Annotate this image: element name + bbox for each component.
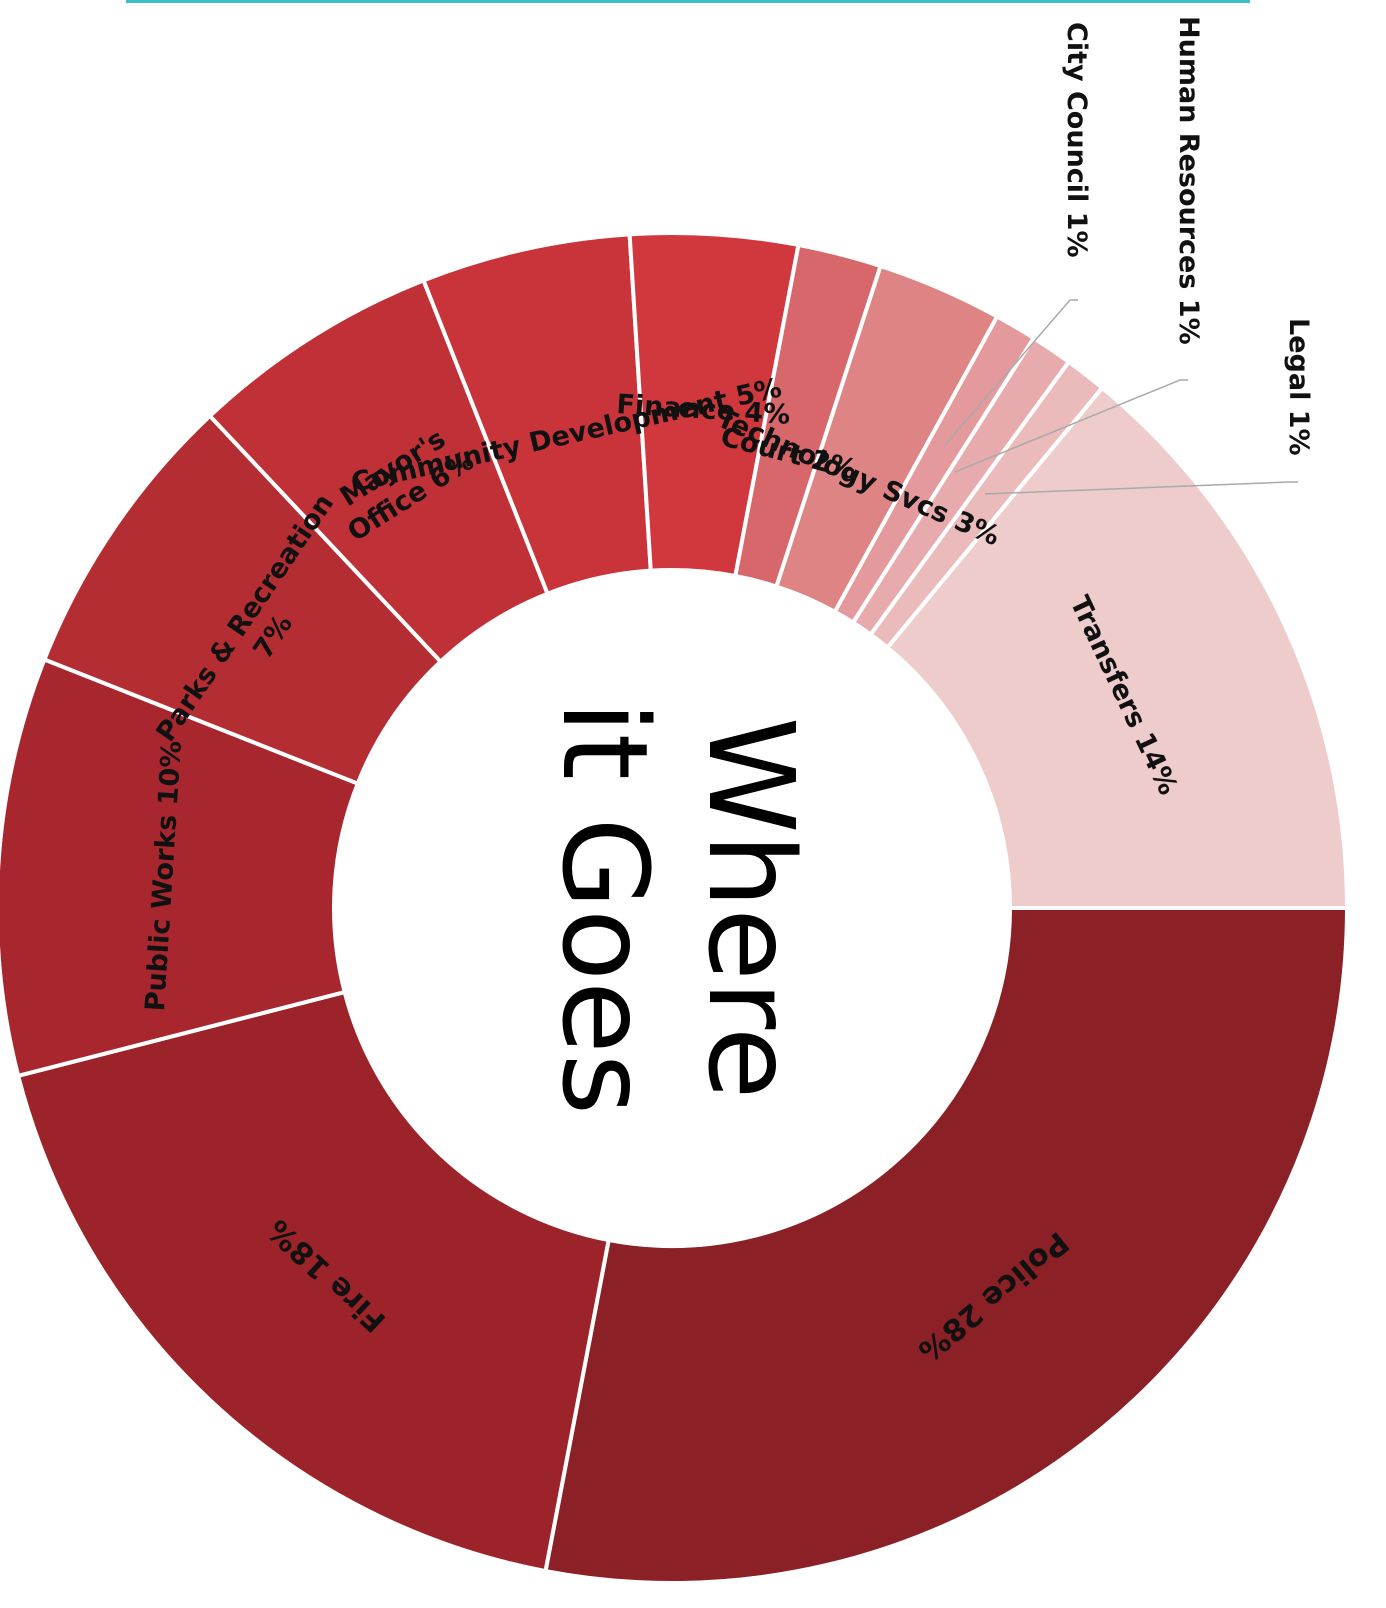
callout-line-human-resources — [954, 379, 1188, 473]
callout-line-city-council — [944, 299, 1078, 446]
segment-transfers — [884, 385, 1350, 910]
segment-public-works — [0, 656, 361, 1079]
label-human-resources: Human Resources 1% — [1173, 16, 1204, 345]
callout-leader-lines — [944, 299, 1298, 495]
donut-segments — [0, 231, 1350, 1585]
segment-police — [543, 906, 1350, 1585]
label-legal: Legal 1% — [1283, 318, 1314, 456]
label-city-council: City Council 1% — [1061, 22, 1092, 258]
top-accent-rule — [126, 0, 1250, 3]
segment-fire — [15, 989, 612, 1574]
center-title-line-1: Where — [682, 717, 820, 1100]
center-title: Where it Goes — [536, 701, 820, 1115]
center-title-line-2: it Goes — [536, 701, 674, 1115]
callout-line-legal — [984, 481, 1298, 495]
